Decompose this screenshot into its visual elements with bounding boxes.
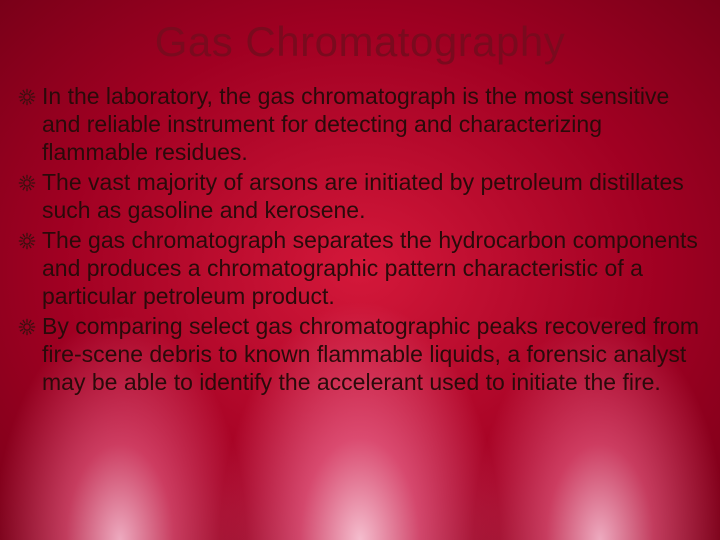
slide: Gas Chromatography In the laboratory, th… xyxy=(0,0,720,540)
bullet-item: In the laboratory, the gas chromatograph… xyxy=(18,82,700,166)
sun-bullet-icon xyxy=(18,88,36,106)
bullet-text: The gas chromatograph separates the hydr… xyxy=(42,226,700,310)
bullet-text: The vast majority of arsons are initiate… xyxy=(42,168,700,224)
slide-title: Gas Chromatography xyxy=(0,0,720,76)
bullet-item: The gas chromatograph separates the hydr… xyxy=(18,226,700,310)
sun-bullet-icon xyxy=(18,232,36,250)
bullet-item: The vast majority of arsons are initiate… xyxy=(18,168,700,224)
bullet-text: In the laboratory, the gas chromatograph… xyxy=(42,82,700,166)
bullet-item: By comparing select gas chromatographic … xyxy=(18,312,700,396)
bullet-text: By comparing select gas chromatographic … xyxy=(42,312,700,396)
sun-bullet-icon xyxy=(18,318,36,336)
slide-body: In the laboratory, the gas chromatograph… xyxy=(0,76,720,397)
sun-bullet-icon xyxy=(18,174,36,192)
